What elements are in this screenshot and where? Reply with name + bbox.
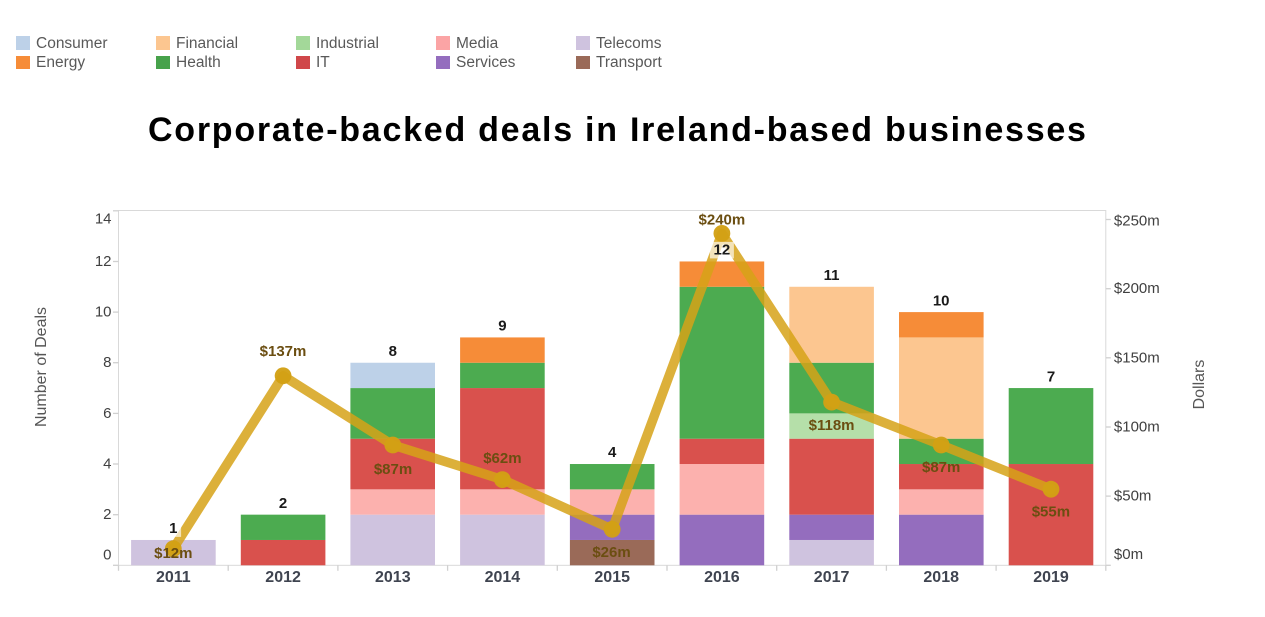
svg-text:10: 10: [933, 292, 950, 309]
svg-text:$26m: $26m: [592, 544, 630, 561]
svg-text:Dollars: Dollars: [1191, 360, 1208, 410]
svg-text:1: 1: [169, 520, 177, 537]
svg-text:2013: 2013: [375, 569, 411, 586]
svg-text:12: 12: [714, 242, 731, 259]
svg-text:8: 8: [103, 354, 111, 371]
svg-text:$200m: $200m: [1114, 280, 1160, 297]
svg-text:4: 4: [103, 456, 111, 473]
svg-text:$87m: $87m: [374, 461, 412, 478]
svg-text:Number of Deals: Number of Deals: [33, 307, 50, 427]
svg-text:12: 12: [95, 253, 112, 270]
svg-text:$62m: $62m: [483, 450, 521, 467]
svg-text:6: 6: [103, 405, 111, 422]
svg-text:9: 9: [498, 318, 506, 335]
svg-text:$0m: $0m: [1114, 546, 1143, 563]
svg-text:7: 7: [1047, 368, 1055, 385]
svg-text:$240m: $240m: [699, 211, 746, 228]
svg-text:4: 4: [608, 444, 617, 461]
svg-text:2014: 2014: [485, 569, 521, 586]
svg-text:$250m: $250m: [1114, 213, 1160, 230]
svg-text:8: 8: [389, 343, 397, 360]
svg-text:2019: 2019: [1033, 569, 1069, 586]
svg-text:$150m: $150m: [1114, 349, 1160, 366]
svg-text:2016: 2016: [704, 569, 740, 586]
svg-text:$87m: $87m: [922, 459, 960, 476]
svg-text:2011: 2011: [156, 569, 191, 586]
svg-text:2: 2: [279, 495, 287, 512]
svg-text:2018: 2018: [923, 569, 959, 586]
svg-text:2012: 2012: [265, 569, 301, 586]
svg-text:$100m: $100m: [1114, 419, 1160, 436]
svg-text:2015: 2015: [594, 569, 630, 586]
svg-text:0: 0: [103, 547, 111, 564]
svg-text:$12m: $12m: [154, 545, 192, 562]
svg-text:2: 2: [103, 506, 111, 523]
svg-text:$50m: $50m: [1114, 488, 1152, 505]
svg-text:14: 14: [95, 210, 112, 227]
svg-text:$55m: $55m: [1032, 504, 1070, 521]
svg-text:2017: 2017: [814, 569, 850, 586]
svg-text:$137m: $137m: [260, 343, 307, 360]
svg-text:10: 10: [95, 304, 112, 321]
svg-text:$118m: $118m: [809, 417, 855, 434]
svg-text:11: 11: [824, 267, 840, 284]
